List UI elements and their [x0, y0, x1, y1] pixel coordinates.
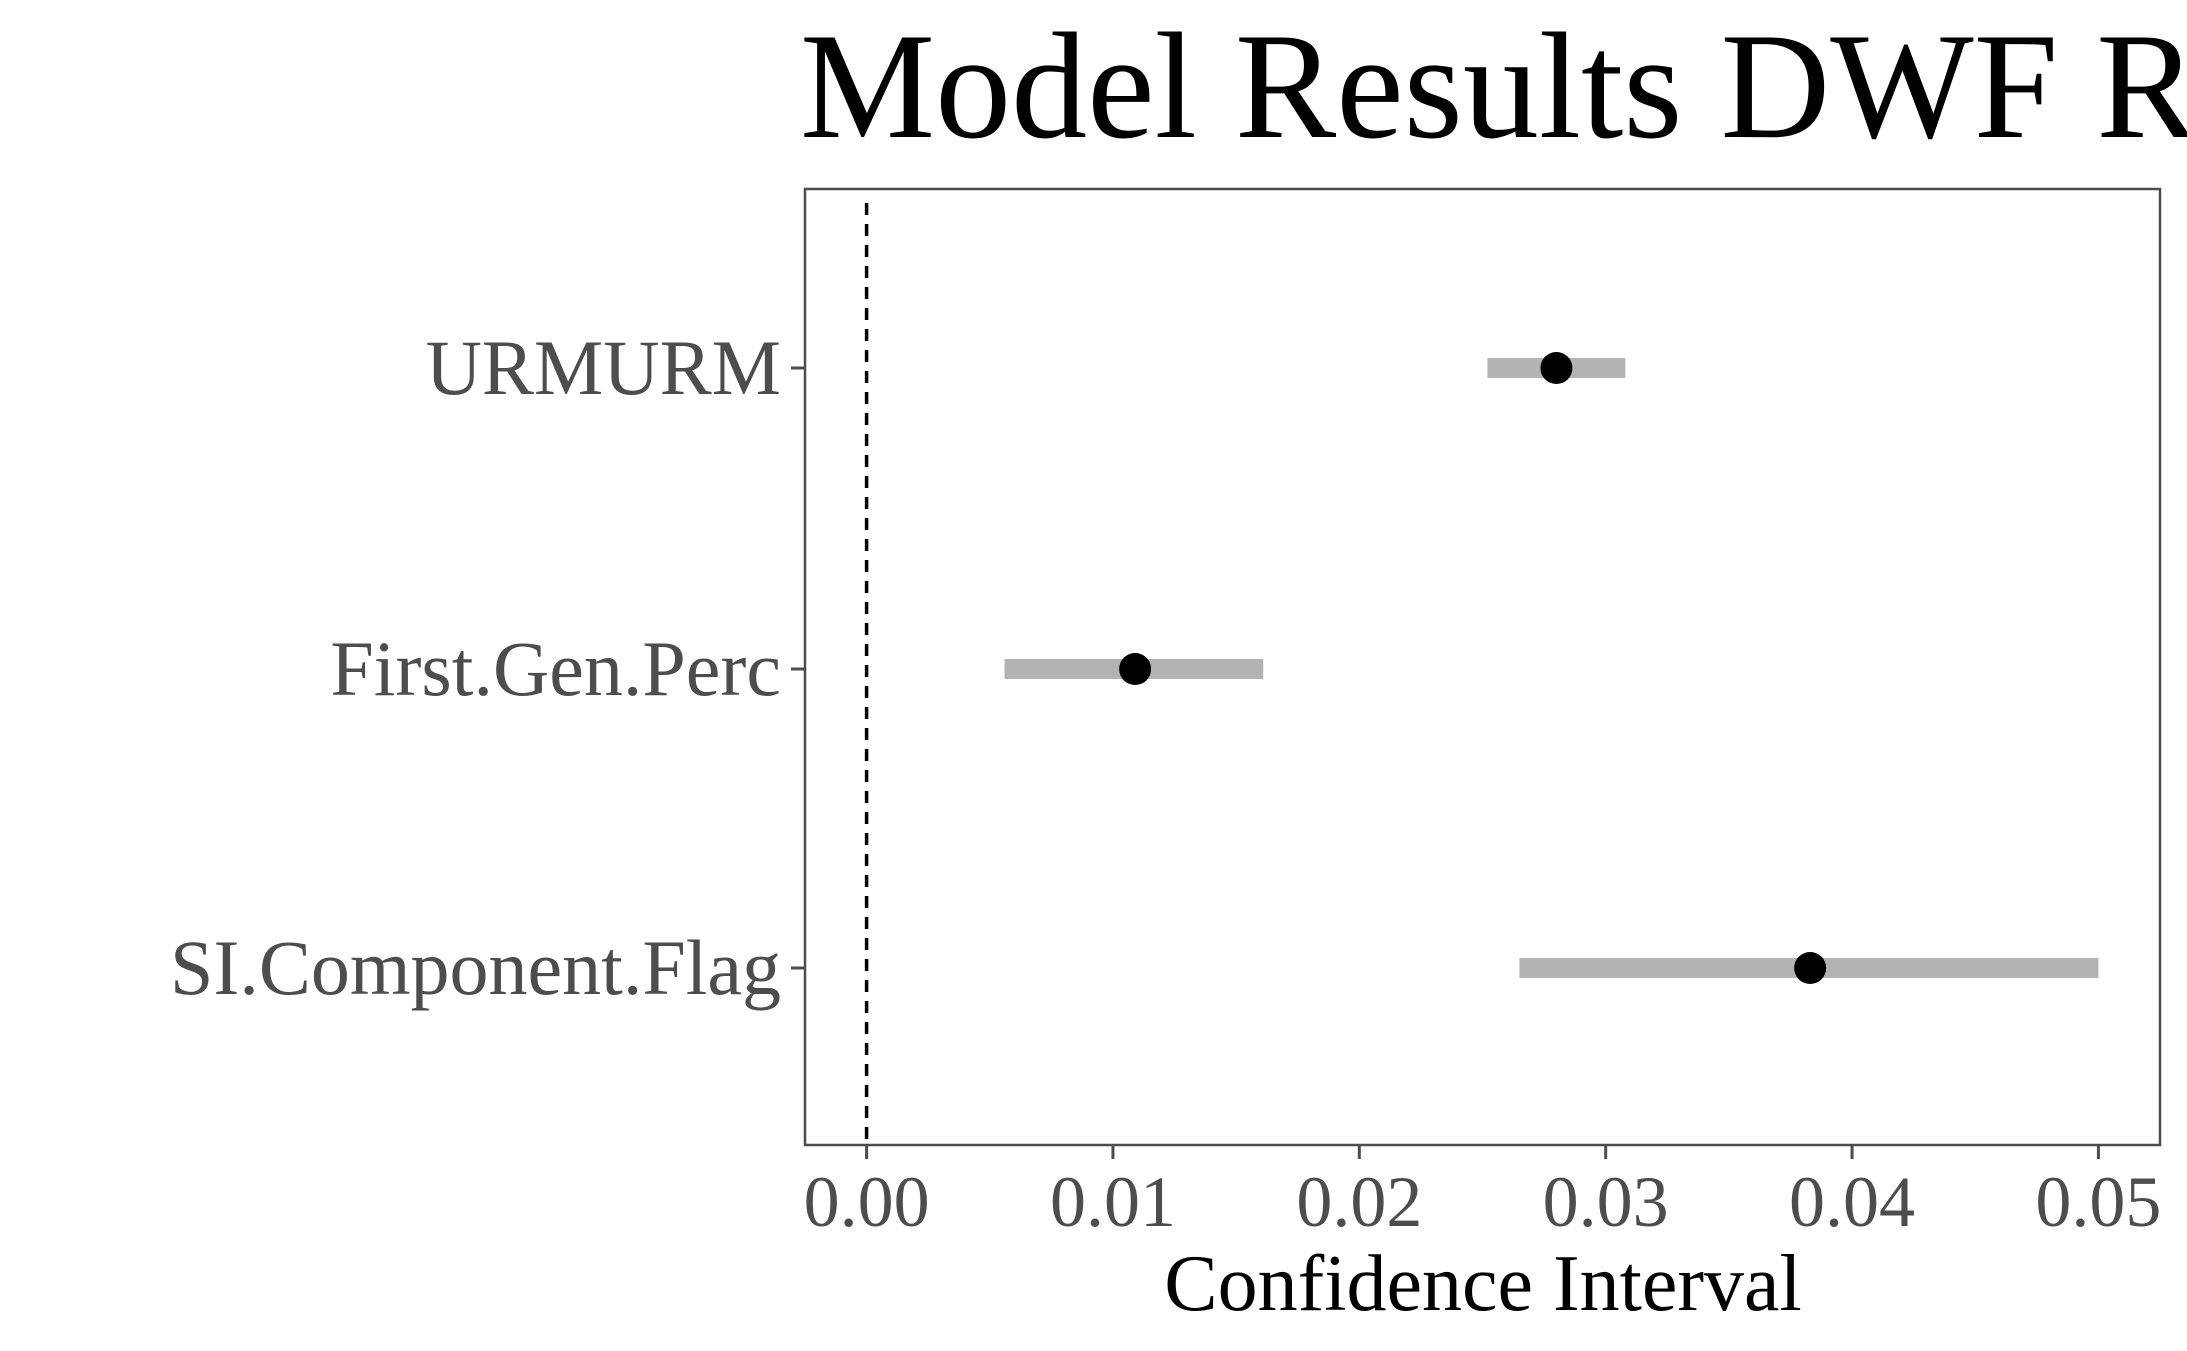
y-tick-label: SI.Component.Flag — [170, 924, 781, 1011]
x-tick-label: 0.05 — [2035, 1162, 2161, 1242]
estimate-point — [1794, 952, 1827, 984]
x-tick-label: 0.01 — [1050, 1162, 1176, 1242]
x-tick-label: 0.03 — [1543, 1162, 1669, 1242]
y-tick-label: First.Gen.Perc — [330, 625, 781, 712]
estimate-point — [1119, 653, 1152, 685]
x-tick-label: 0.00 — [804, 1162, 930, 1242]
chart-title: Model Results DWF Rate — [800, 2, 2187, 170]
x-tick-label: 0.02 — [1296, 1162, 1422, 1242]
x-tick-label: 0.04 — [1789, 1162, 1915, 1242]
x-axis-label: Confidence Interval — [1164, 1240, 1802, 1328]
estimate-point — [1540, 352, 1573, 384]
y-tick-label: URMURM — [426, 324, 781, 411]
